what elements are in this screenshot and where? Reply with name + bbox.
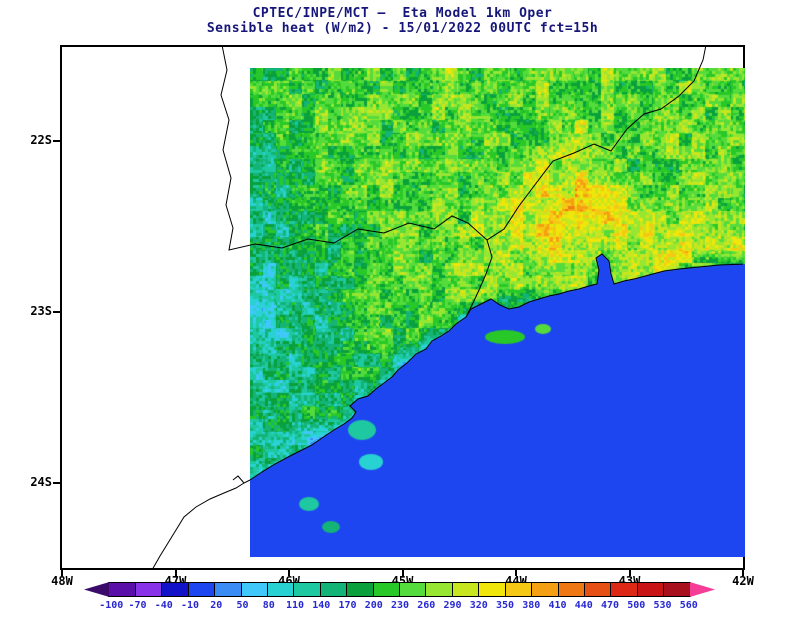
map-frame: 22S 23S 24S 48W 47W 46W 45W 44W 43W 42W: [30, 45, 754, 588]
colorbar-segment: [584, 582, 612, 597]
state-border-path: [220, 47, 707, 251]
page-title: CPTEC/INPE/MCT — Eta Model 1km Oper: [252, 6, 553, 21]
coastline-path: [249, 253, 743, 481]
colorbar-tick-label: 200: [364, 600, 383, 611]
x-axis-tick: [742, 568, 744, 576]
colorbar-segment: [108, 582, 136, 597]
colorbar: [84, 582, 716, 597]
colorbar-tick-label: 170: [338, 600, 357, 611]
x-axis-tick: [628, 568, 631, 576]
colorbar-segment: [319, 582, 348, 597]
colorbar-tick-label: 20: [210, 600, 223, 611]
coastline-path: [152, 479, 251, 568]
state-border-path: [466, 239, 493, 316]
colorbar-segment: [346, 582, 374, 597]
x-axis-tick: [515, 568, 517, 576]
x-axis-tick: [174, 568, 177, 576]
colorbar-tick-label: 320: [469, 600, 488, 611]
colorbar-segment: [134, 582, 163, 597]
y-axis-tick: [53, 310, 61, 313]
colorbar-tick-label: 380: [522, 600, 541, 611]
colorbar-tick-label: -70: [128, 600, 147, 611]
x-axis-tick: [288, 568, 290, 576]
colorbar-segment: [399, 582, 427, 597]
colorbar-segment: [187, 582, 216, 597]
colorbar-segment: [531, 582, 559, 597]
y-axis-tick-label: 22S: [30, 132, 52, 147]
x-axis-tick-label: 48W: [51, 574, 73, 588]
colorbar-segment: [504, 582, 533, 597]
colorbar-tick-label: 230: [390, 600, 410, 611]
coastline-overlay: [152, 47, 743, 568]
x-axis-tick-label: 42W: [732, 574, 754, 588]
colorbar-tick-label: 290: [443, 600, 462, 611]
colorbar-tick-label: 470: [600, 600, 620, 611]
colorbar-tick-label: 440: [574, 600, 593, 611]
colorbar-tick-label: 110: [285, 600, 305, 611]
colorbar-segment: [84, 582, 110, 597]
colorbar-segment: [451, 582, 480, 597]
colorbar-tick-label: 260: [417, 600, 436, 611]
page-subtitle: Sensible heat (W/m2) - 15/01/2022 00UTC …: [206, 21, 599, 36]
colorbar-segment: [161, 582, 189, 597]
colorbar-tick-label: 350: [495, 600, 515, 611]
colorbar-segment: [425, 582, 453, 597]
colorbar-segment: [214, 582, 242, 597]
heatmap-canvas: [250, 68, 745, 557]
colorbar-tick-label: 140: [312, 600, 331, 611]
colorbar-segment: [610, 582, 638, 597]
colorbar-tick-label: -40: [154, 600, 173, 611]
y-axis-tick-label: 23S: [30, 303, 52, 318]
colorbar-tick-label: 530: [653, 600, 672, 611]
colorbar-segment: [478, 582, 506, 597]
colorbar-segment: [266, 582, 295, 597]
colorbar-labels: -100 -70 -40 -10 20 50 80 110 140 170 200 230 260 290…: [85, 600, 715, 613]
coastline-path: [232, 475, 245, 484]
y-axis-tick-label: 24S: [30, 474, 52, 489]
colorbar-tick-label: -10: [180, 600, 200, 611]
colorbar-segment: [663, 582, 691, 597]
colorbar-tick-label: 560: [679, 600, 698, 611]
colorbar-tick-label: -100: [99, 600, 124, 611]
x-axis-tick: [401, 568, 404, 576]
y-axis-tick: [53, 139, 61, 142]
colorbar-segment: [636, 582, 665, 597]
colorbar-tick-label: 50: [236, 600, 249, 611]
colorbar-tick-label: 410: [548, 600, 567, 611]
y-axis-tick: [53, 481, 61, 484]
x-axis-tick: [61, 568, 63, 576]
colorbar-segment: [240, 582, 268, 597]
colorbar-segment: [372, 582, 401, 597]
colorbar-segment: [689, 582, 716, 597]
colorbar-tick-label: 80: [262, 600, 275, 611]
colorbar-tick-label: 500: [627, 600, 646, 611]
colorbar-segment: [557, 582, 586, 597]
colorbar-segment: [293, 582, 321, 597]
